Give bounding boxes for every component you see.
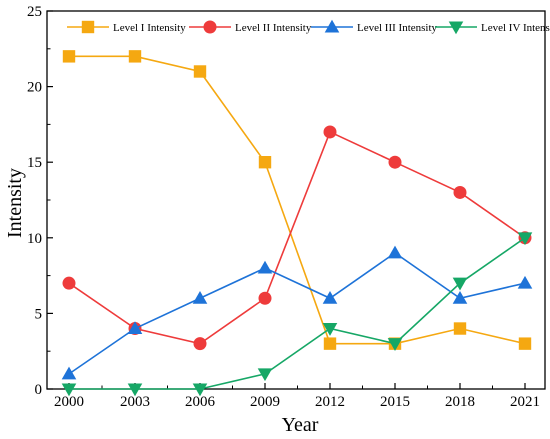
data-point: [258, 156, 272, 169]
data-point: [127, 383, 143, 397]
x-tick-label: 2012: [315, 394, 345, 410]
series-line: [69, 237, 526, 390]
x-tick-label: 2015: [380, 394, 410, 410]
data-point: [193, 65, 207, 78]
data-point: [453, 322, 467, 335]
series-line: [69, 55, 526, 345]
x-tick-label: 2000: [54, 394, 84, 410]
legend-marker: [203, 20, 217, 34]
y-tick-label: 10: [27, 231, 42, 247]
series-2: [62, 125, 532, 351]
data-point: [61, 366, 77, 380]
data-point: [62, 276, 76, 290]
data-point: [452, 290, 468, 304]
data-point: [257, 368, 273, 382]
y-tick-label: 5: [35, 306, 43, 322]
data-point: [323, 337, 337, 350]
data-point: [127, 321, 143, 334]
series-line: [68, 130, 526, 345]
x-tick-label: 2006: [185, 394, 216, 410]
data-point: [61, 383, 77, 397]
series-group: [61, 50, 533, 397]
data-point: [192, 383, 208, 397]
x-tick-label: 2021: [510, 394, 540, 410]
legend-label: Level IV Intensity: [481, 22, 550, 34]
data-point: [322, 323, 338, 336]
legend-marker: [448, 21, 464, 35]
data-point: [258, 291, 272, 305]
legend-item: Level I Intensity: [67, 20, 186, 34]
legend-marker: [324, 19, 340, 33]
legend-item: Level III Intensity: [311, 19, 438, 34]
data-point: [322, 290, 338, 304]
y-tick-label: 25: [27, 4, 42, 20]
data-point: [518, 337, 532, 350]
legend-item: Level IV Intensity: [435, 21, 550, 35]
series-4: [61, 232, 533, 397]
data-point: [517, 275, 533, 289]
x-tick-label: 2009: [250, 394, 280, 410]
series-1: [62, 50, 532, 350]
data-point: [192, 290, 208, 304]
data-point: [193, 337, 207, 351]
legend-item: Level II Intensity: [189, 20, 312, 34]
y-tick-label: 20: [27, 80, 42, 96]
y-tick-label: 15: [27, 155, 42, 171]
data-point: [323, 125, 337, 139]
data-point: [453, 185, 467, 199]
series-3: [61, 245, 533, 380]
data-point: [62, 50, 76, 63]
x-tick-label: 2003: [120, 394, 150, 410]
data-point: [388, 155, 402, 169]
legend-label: Level I Intensity: [113, 22, 186, 34]
axes: 0 5 10 15 20 25 2000 2003 2006 2009 2012 2015 2018 20…: [27, 4, 546, 410]
data-point: [128, 50, 142, 63]
legend-marker: [81, 20, 95, 34]
series-line: [68, 251, 526, 375]
data-point: [387, 338, 403, 351]
x-axis-title: Year: [282, 414, 319, 436]
data-point: [452, 277, 468, 291]
legend-label: Level II Intensity: [235, 22, 312, 34]
x-tick-label: 2018: [445, 394, 475, 410]
y-tick-label: 0: [35, 382, 43, 398]
data-point: [257, 260, 273, 274]
data-point: [387, 245, 403, 259]
legend: Level I Intensity Level II Intensity Level…: [67, 19, 550, 35]
legend-label: Level III Intensity: [357, 22, 438, 34]
data-point: [517, 232, 533, 246]
y-axis-title: Intensity: [4, 168, 26, 238]
